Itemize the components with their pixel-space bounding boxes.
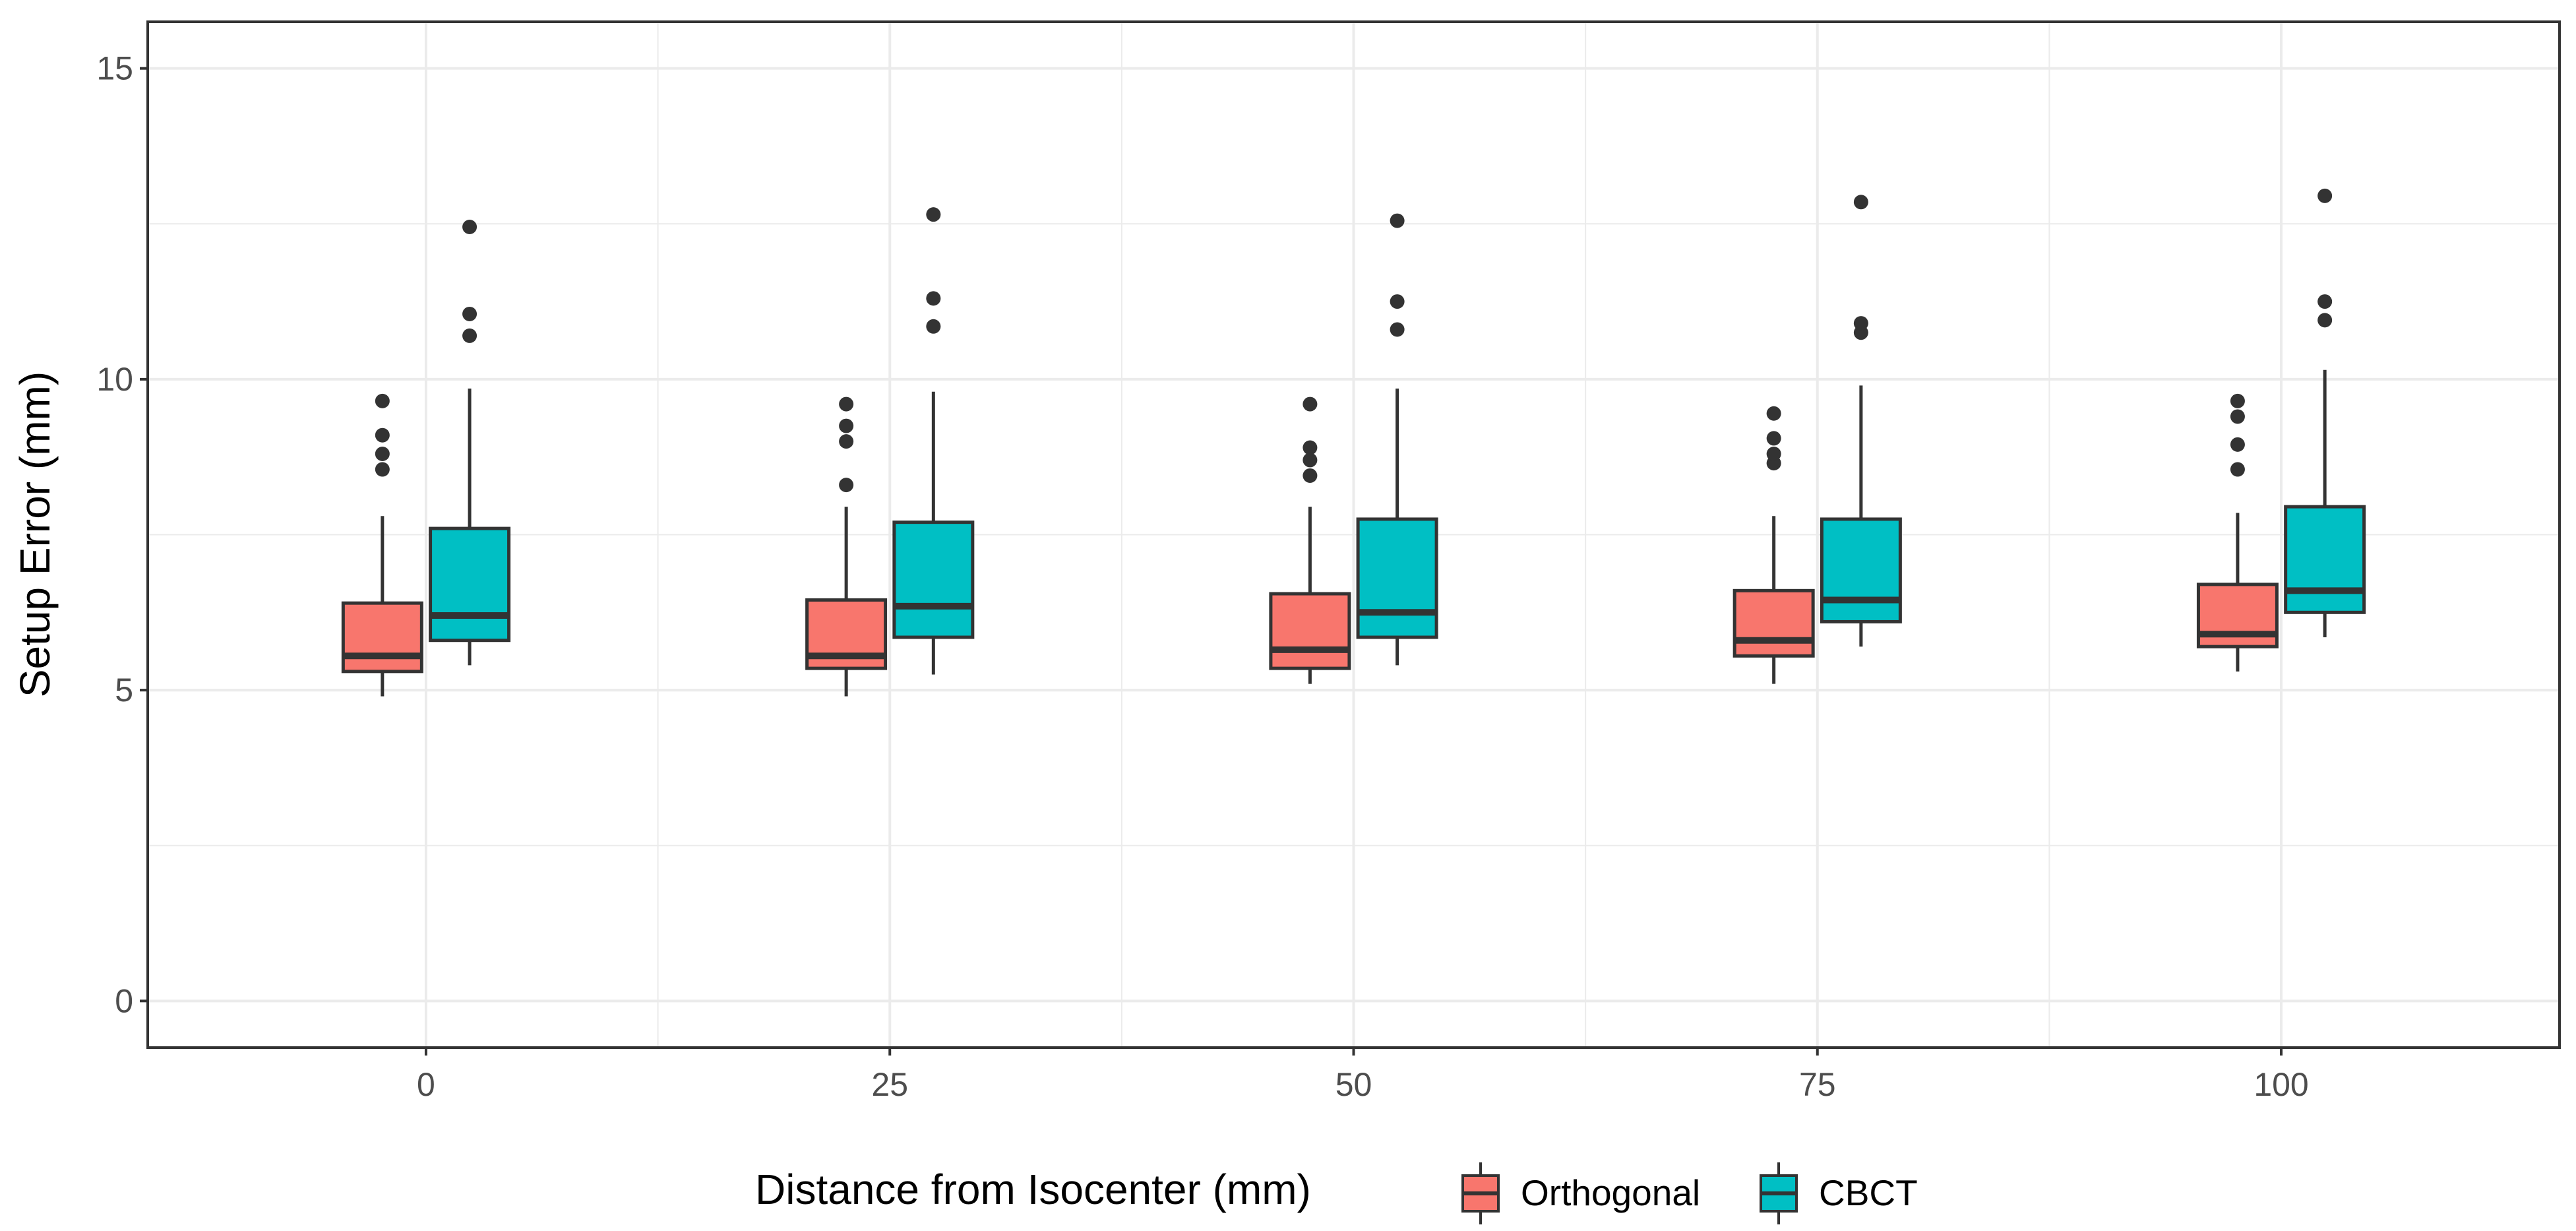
outlier-point: [462, 328, 477, 343]
outlier-point: [839, 396, 854, 412]
outlier-point: [1390, 213, 1405, 228]
box-cbct-50: [1356, 213, 1438, 666]
box-orthogonal-50: [1269, 396, 1351, 684]
outlier-point: [926, 291, 941, 306]
box-body: [1820, 517, 1902, 623]
box-orthogonal-25: [805, 396, 888, 697]
legend-item-cbct: CBCT: [1760, 1162, 1918, 1224]
legend: Distance from Isocenter (mm) Orthogonal C…: [755, 1162, 1918, 1224]
outlier-point: [1766, 446, 1781, 461]
box-body: [892, 521, 975, 639]
outlier-point: [2317, 294, 2333, 309]
box-body: [2284, 505, 2366, 614]
legend-item-orthogonal: Orthogonal: [1461, 1162, 1700, 1224]
box-body: [1269, 592, 1351, 670]
outlier-point: [1766, 406, 1781, 421]
box-cbct-0: [429, 220, 511, 666]
outlier-point: [1303, 468, 1318, 483]
y-axis-title: Setup Error (mm): [11, 371, 59, 697]
x-tick-label: 75: [1799, 1066, 1836, 1103]
box-cbct-75: [1820, 195, 1902, 647]
y-tick-label: 10: [96, 361, 133, 398]
outlier-point: [839, 418, 854, 433]
box-orthogonal-75: [1733, 406, 1815, 684]
y-tick-label: 15: [96, 50, 133, 87]
x-tick-label: 25: [871, 1066, 908, 1103]
y-tick-label: 5: [115, 672, 133, 709]
outlier-point: [1303, 396, 1318, 412]
outlier-point: [2230, 437, 2245, 452]
x-axis: 0 25 50 75 100: [417, 1048, 2309, 1103]
outlier-point: [462, 306, 477, 321]
box-cbct-25: [892, 207, 975, 675]
box-cbct-100: [2284, 188, 2366, 637]
outlier-point: [1303, 453, 1318, 468]
x-tick-label: 50: [1335, 1066, 1372, 1103]
major-gridlines: [148, 22, 2560, 1048]
outlier-point: [1766, 431, 1781, 446]
outlier-point: [1853, 316, 1868, 331]
outlier-point: [1390, 322, 1405, 337]
outlier-point: [462, 220, 477, 234]
outlier-point: [375, 446, 390, 461]
outlier-point: [2317, 188, 2333, 203]
outlier-point: [2230, 462, 2245, 477]
outlier-point: [839, 478, 854, 493]
outlier-point: [375, 427, 390, 443]
outlier-point: [375, 462, 390, 477]
outlier-point: [2230, 409, 2245, 424]
outlier-point: [1303, 440, 1318, 455]
box-body: [1733, 588, 1815, 658]
outlier-point: [2230, 393, 2245, 408]
x-axis-title: Distance from Isocenter (mm): [755, 1166, 1311, 1213]
box-series: [341, 188, 2366, 697]
outlier-point: [2317, 313, 2333, 328]
x-tick-label: 100: [2254, 1066, 2308, 1103]
box-orthogonal-100: [2196, 393, 2279, 672]
x-tick-label: 0: [417, 1066, 435, 1103]
series-orthogonal: [341, 393, 2279, 697]
box-body: [1356, 517, 1438, 639]
outlier-point: [926, 207, 941, 222]
box-orthogonal-0: [341, 393, 423, 697]
outlier-point: [1390, 294, 1405, 309]
outlier-point: [839, 434, 854, 449]
outlier-point: [375, 393, 390, 408]
box-body: [429, 526, 511, 643]
y-tick-label: 0: [115, 982, 133, 1019]
box-body: [341, 601, 423, 674]
legend-label: CBCT: [1819, 1172, 1918, 1213]
legend-label: Orthogonal: [1521, 1172, 1700, 1213]
outlier-point: [1853, 195, 1868, 210]
outlier-point: [926, 319, 941, 334]
series-cbct: [429, 188, 2366, 675]
y-axis: 0 5 10 15: [96, 50, 148, 1019]
